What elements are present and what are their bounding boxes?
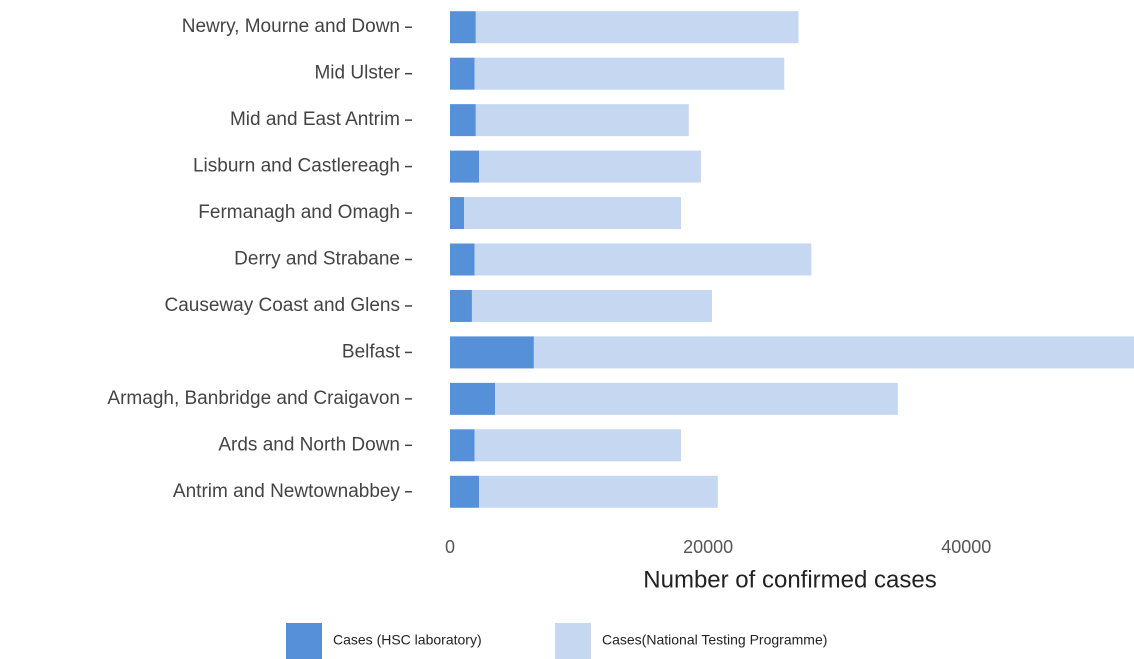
bar-segment [450, 429, 475, 462]
y-tick-label: Fermanagh and Omagh [198, 202, 400, 223]
x-axis-title: Number of confirmed cases [643, 566, 936, 593]
x-tick-label: 0 [445, 537, 455, 557]
bar-segment [475, 104, 689, 137]
bar-segment [450, 150, 480, 183]
bar-segment [450, 104, 476, 137]
bar-segment [479, 150, 702, 183]
y-tick-label: Mid Ulster [314, 63, 400, 84]
bar-segment [475, 11, 799, 44]
legend-swatch [286, 623, 322, 659]
bar-segment [479, 475, 718, 508]
legend-label: Cases (HSC laboratory) [333, 632, 482, 648]
bar-segment [450, 197, 465, 230]
bar-segment [450, 475, 480, 508]
bar-segment [533, 336, 1134, 369]
y-tick-label: Belfast [342, 341, 401, 362]
x-tick-label: 20000 [683, 537, 733, 557]
legend-swatch [555, 623, 591, 659]
bar-segment [450, 57, 475, 90]
legend-label: Cases(National Testing Programme) [602, 632, 827, 648]
bar-segment [450, 336, 534, 369]
y-tick-label: Causeway Coast and Glens [164, 295, 400, 316]
bar-segment [450, 382, 496, 415]
bar-segment [474, 243, 812, 276]
bar-segment [474, 57, 785, 90]
y-tick-label: Armagh, Banbridge and Craigavon [107, 388, 400, 409]
bar-segment [450, 289, 472, 322]
x-tick-label: 40000 [941, 537, 991, 557]
y-tick-label: Ards and North Down [218, 434, 400, 455]
bar-segment [450, 11, 476, 44]
bar-segment [495, 382, 898, 415]
bar-segment [474, 429, 682, 462]
bar-segment [464, 197, 682, 230]
y-tick-label: Derry and Strabane [234, 249, 400, 270]
y-tick-label: Antrim and Newtownabbey [173, 481, 401, 502]
y-tick-label: Lisburn and Castlereagh [193, 156, 400, 177]
bar-segment [450, 243, 475, 276]
y-tick-label: Mid and East Antrim [230, 109, 400, 130]
y-tick-label: Newry, Mourne and Down [182, 16, 400, 37]
bar-segment [471, 289, 712, 322]
